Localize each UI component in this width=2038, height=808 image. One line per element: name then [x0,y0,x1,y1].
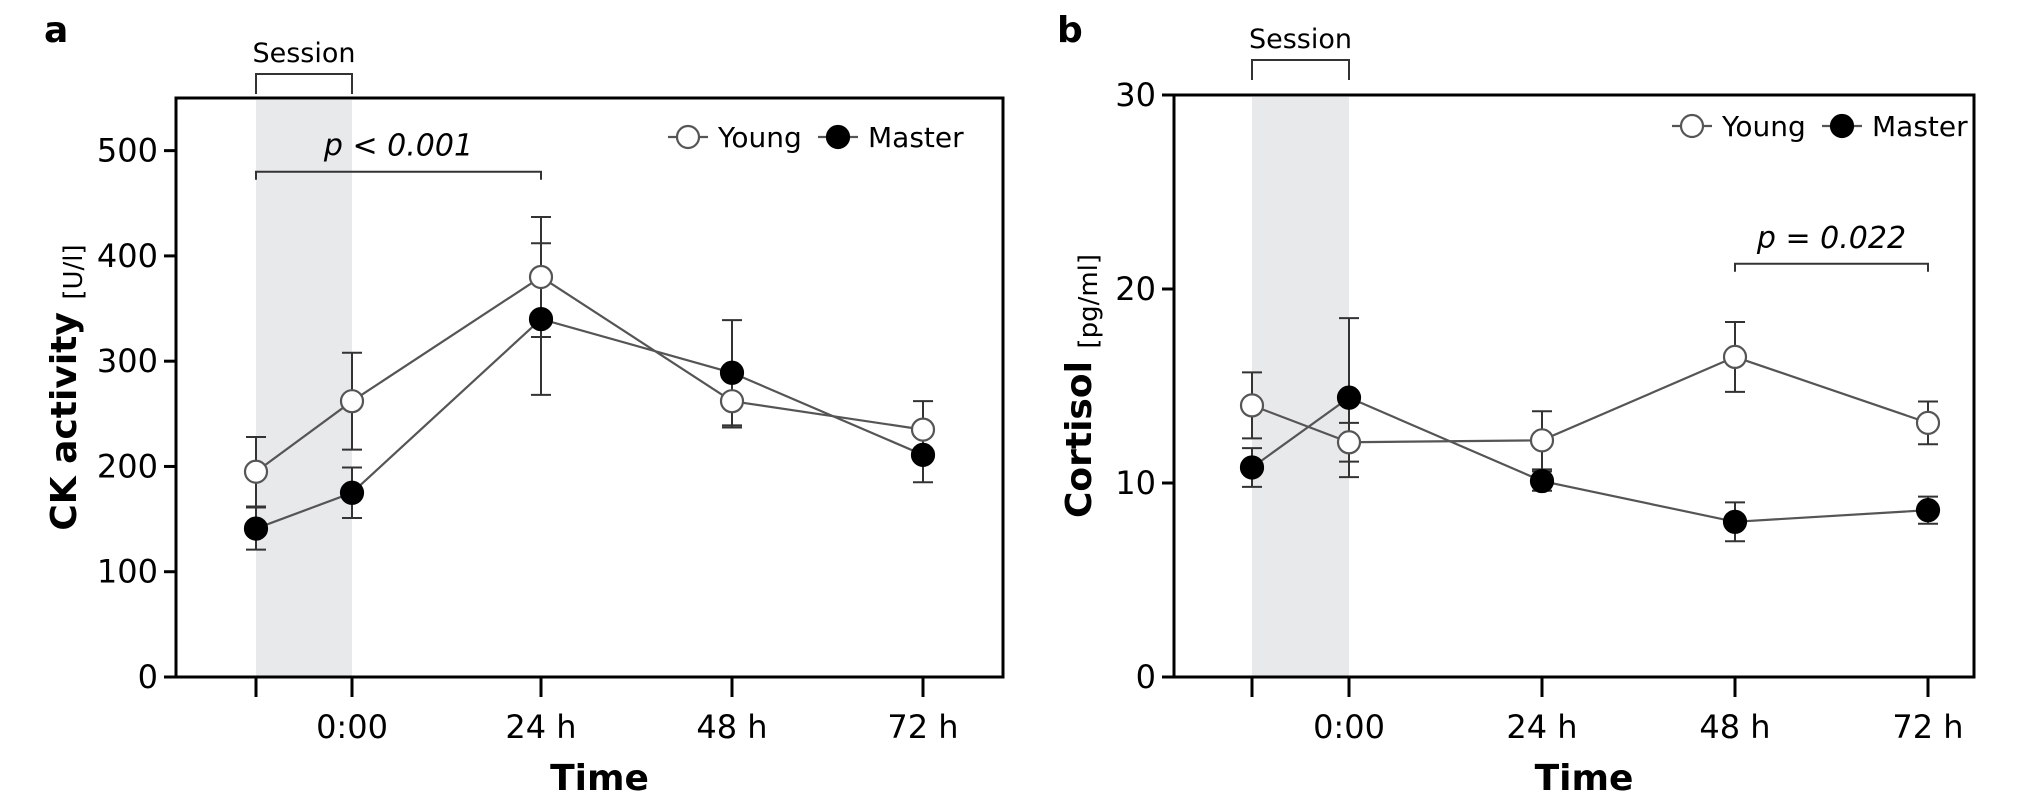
data-point-young [719,389,745,414]
y-tick-label: 30 [1115,76,1156,114]
y-axis-title: Cortisol [pg/ml] [1059,254,1104,518]
data-point-master [1336,385,1362,410]
session-shading [256,100,352,676]
data-point-master [243,516,269,541]
data-point-master [339,480,365,505]
x-tick-label: 0:00 [1313,708,1385,746]
y-tick-label: 200 [97,447,158,485]
panel-label: b [1057,10,1083,51]
data-point-young [528,264,554,290]
x-tick-label: 24 h [1506,708,1577,746]
chart-panel-b: Session b 0 10 20 30 0:00 24 h 48 h 72 h Time Corti… [1057,10,1976,799]
data-point-young [1915,410,1941,435]
y-tick-label: 400 [97,237,158,275]
x-axis-title: Time [550,758,649,799]
plot-frame [174,96,1005,679]
data-point-young [1239,393,1265,418]
significance-bracket [255,170,542,180]
x-tick-label: 48 h [696,708,767,746]
y-tick-label: 10 [1115,464,1156,502]
session-shading [1252,97,1349,676]
y-tick-label: 0 [138,658,158,696]
data-point-young [243,459,269,484]
x-tick-label: 48 h [1699,708,1770,746]
y-tick-label: 100 [97,553,158,591]
x-tick-label: 0:00 [316,708,388,746]
data-point-master [1239,455,1265,480]
x-tick-label: 72 h [1892,708,1963,746]
legend-marker [1679,113,1705,139]
y-axis-title: CK activity [U/l] [44,244,89,530]
series-line-master [1251,396,1929,523]
significance-bracket [1734,262,1929,272]
session-bracket [255,73,353,94]
significance-label: p = 0.022 [1756,221,1906,256]
y-tick-label: 500 [97,132,158,170]
y-tick-label: 0 [1136,658,1156,696]
x-tick-label: 24 h [505,708,576,746]
data-point-young [1529,428,1555,453]
data-point-young [1722,344,1748,369]
data-point-master [1529,468,1555,494]
legend-marker [675,124,701,150]
x-axis-title: Time [1535,758,1634,799]
session-label: Session [1249,24,1352,55]
series-line-young [255,275,924,473]
data-point-master [1915,498,1941,523]
chart-panel-a: Session a 0 100 200 300 400 500 0:00 24 h 48 h 72 h… [44,10,1005,799]
y-tick-label: 20 [1115,270,1156,308]
legend-label: Young [717,121,802,154]
data-point-young [910,417,936,442]
data-point-master [910,442,936,467]
x-tick-label: 72 h [887,708,958,746]
significance-label: p < 0.001 [323,129,473,164]
legend-marker [825,124,851,150]
legend-label: Young [1721,110,1806,143]
data-point-young [1336,430,1362,455]
panel-label: a [44,10,68,51]
legend-label: Master [1872,110,1968,143]
session-label: Session [252,38,355,69]
data-point-master [719,360,745,385]
session-bracket [1251,59,1350,80]
legend-marker [1829,113,1855,139]
plot-frame [1172,93,1976,679]
legend-label: Master [868,121,964,154]
y-tick-label: 300 [97,342,158,380]
data-point-young [339,389,365,414]
data-point-master [528,306,554,332]
data-point-master [1722,509,1748,534]
